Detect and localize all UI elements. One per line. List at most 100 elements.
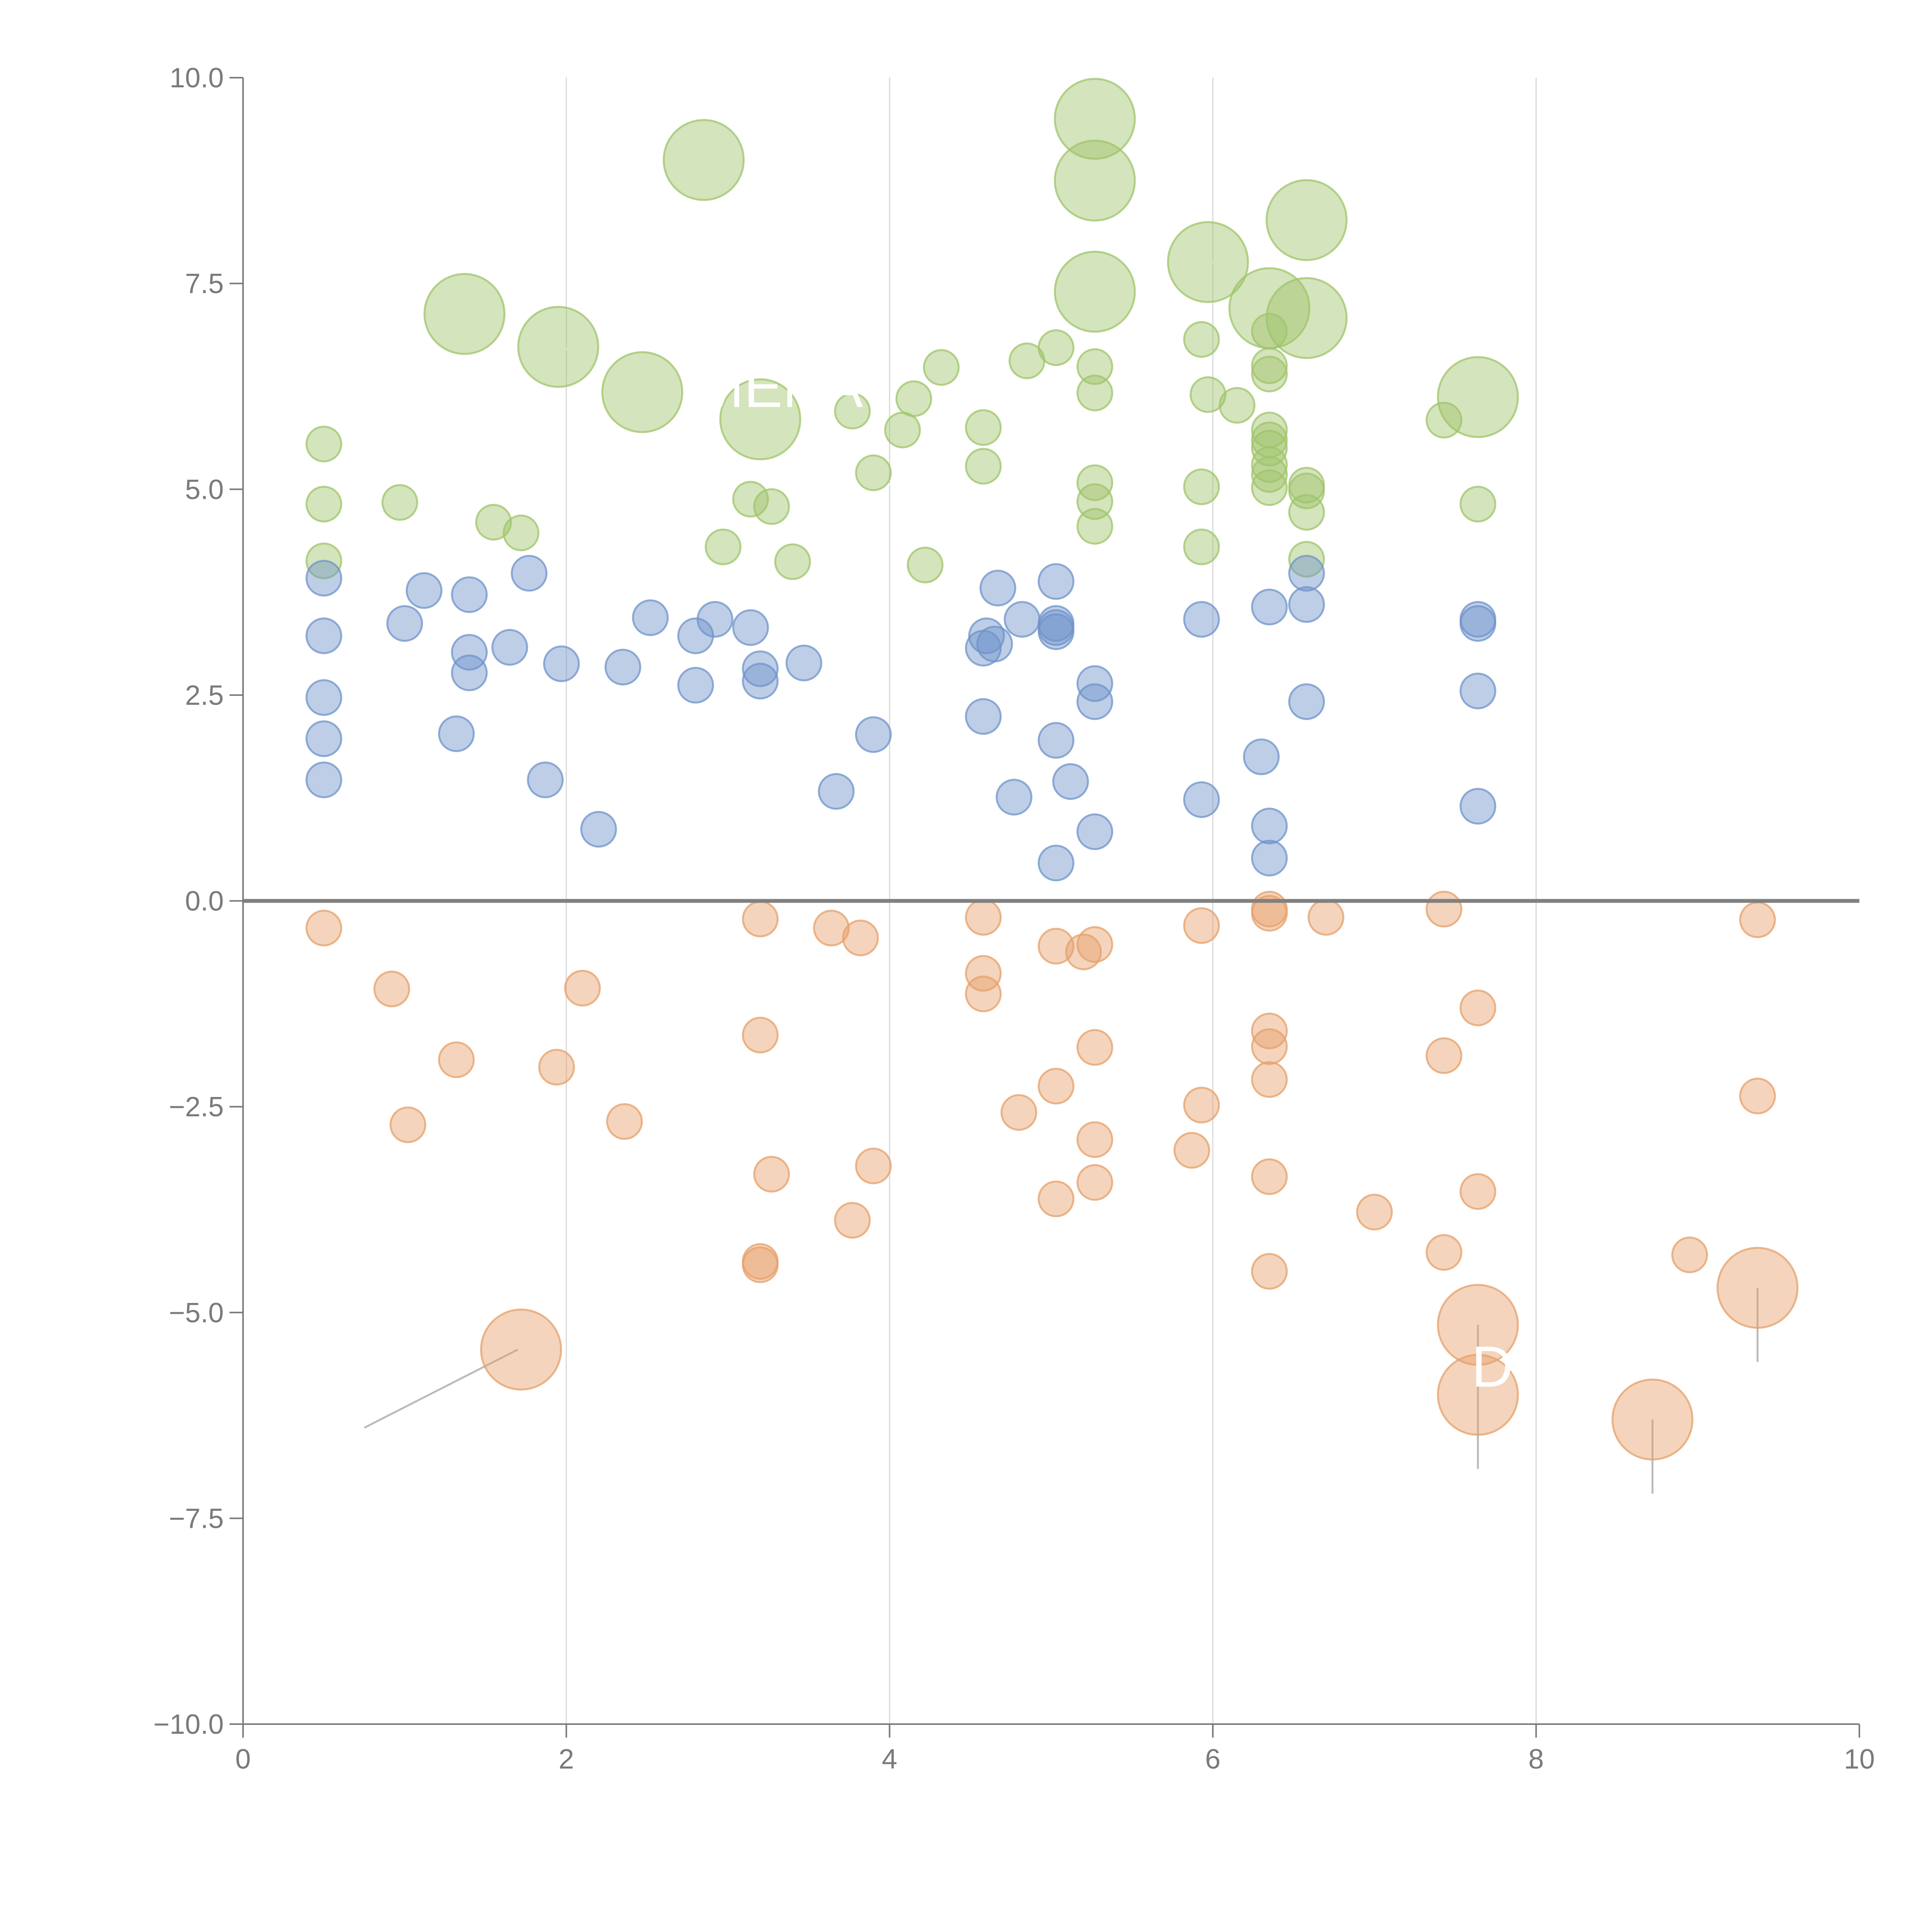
point-green — [1076, 464, 1113, 501]
point-green — [965, 409, 1002, 446]
point-orange — [1671, 1236, 1708, 1274]
point-orange — [1000, 1094, 1037, 1131]
connector-line — [464, 295, 486, 315]
y-tick-label: −5.0 — [169, 1298, 224, 1328]
point-blue — [543, 645, 580, 682]
point-orange — [1459, 989, 1497, 1026]
y-tick-label: 2.5 — [185, 680, 224, 711]
point-green — [834, 393, 871, 430]
point-green — [1459, 486, 1497, 523]
point-orange — [1716, 1247, 1799, 1329]
point-green — [1288, 494, 1325, 531]
point-green — [1054, 250, 1136, 333]
point-green — [855, 454, 892, 492]
y-tick-label: 10.0 — [170, 63, 224, 94]
point-green — [1425, 401, 1463, 439]
point-blue — [438, 715, 475, 752]
point-orange — [1251, 1012, 1288, 1049]
point-orange — [742, 1017, 779, 1054]
point-green — [1288, 541, 1325, 578]
point-orange — [1183, 1087, 1220, 1124]
point-orange — [1076, 1121, 1113, 1158]
point-blue — [451, 634, 488, 671]
point-orange — [1308, 899, 1345, 936]
point-orange — [1076, 1029, 1113, 1066]
point-blue — [979, 570, 1016, 607]
y-tick-label: 0.0 — [185, 886, 224, 917]
point-orange — [1425, 891, 1463, 928]
point-orange — [1425, 1037, 1463, 1074]
point-green — [1251, 469, 1288, 506]
annotation-label: D — [1471, 1334, 1513, 1399]
connector-line — [364, 1349, 519, 1429]
point-orange — [842, 919, 879, 956]
point-orange — [373, 970, 410, 1007]
connector-line — [1075, 109, 1095, 120]
point-blue — [1037, 844, 1075, 881]
point-orange — [1183, 907, 1220, 944]
point-green — [1076, 508, 1113, 545]
point-orange — [1037, 1068, 1075, 1105]
point-green — [774, 543, 811, 580]
point-green — [305, 425, 342, 463]
point-orange — [480, 1308, 562, 1391]
point-blue — [1037, 722, 1075, 759]
point-green — [517, 306, 599, 388]
point-orange — [1076, 1164, 1113, 1201]
point-orange — [965, 975, 1002, 1012]
point-green — [1183, 321, 1220, 358]
point-orange — [1611, 1378, 1694, 1461]
point-green — [704, 528, 742, 565]
y-tick-label: −10.0 — [153, 1709, 224, 1740]
point-orange — [1037, 928, 1075, 965]
connector-line — [1094, 163, 1124, 182]
point-blue — [451, 654, 488, 691]
axes: 10.0 7.5 5.0 2.5 0.0 −2.5 −5.0 −7.5 −10.0 0 2 4 6 8 10 — [153, 63, 1875, 1775]
connector-line — [1306, 307, 1339, 319]
x-tick-label: 6 — [1205, 1744, 1221, 1775]
data-points — [305, 78, 1799, 1461]
point-orange — [834, 1202, 871, 1239]
point-blue — [786, 645, 823, 682]
point-green — [1167, 221, 1249, 303]
point-green — [475, 503, 512, 541]
point-orange — [1251, 1158, 1288, 1195]
point-orange — [965, 899, 1002, 936]
point-blue — [1003, 601, 1041, 638]
point-blue — [732, 609, 769, 646]
point-green — [1251, 355, 1288, 393]
point-green — [906, 546, 944, 583]
point-orange — [753, 1156, 790, 1193]
connector-line — [1208, 261, 1237, 264]
point-orange — [1037, 1180, 1075, 1218]
point-green — [1265, 179, 1348, 261]
y-tick-label: 5.0 — [185, 474, 224, 505]
point-green — [305, 486, 342, 523]
point-green — [895, 380, 932, 417]
point-blue — [976, 626, 1013, 663]
point-green — [1288, 473, 1325, 510]
point-orange — [1437, 1284, 1519, 1366]
point-green — [1037, 329, 1075, 366]
point-orange — [1739, 901, 1776, 939]
point-orange — [1425, 1234, 1463, 1271]
point-green — [1076, 348, 1113, 385]
point-orange — [742, 1246, 779, 1283]
point-orange — [1356, 1194, 1393, 1231]
point-orange — [742, 900, 779, 937]
point-blue — [1251, 808, 1288, 845]
x-tick-label: 0 — [235, 1744, 251, 1775]
point-orange — [564, 969, 601, 1007]
point-blue — [386, 605, 423, 642]
point-green — [965, 448, 1002, 485]
point-blue — [305, 720, 342, 757]
point-green — [1183, 468, 1220, 505]
point-blue — [527, 761, 564, 798]
point-blue — [965, 698, 1002, 735]
point-blue — [742, 650, 779, 687]
point-blue — [1076, 813, 1113, 850]
annotation-label: MENA — [696, 354, 863, 419]
y-tick-label: −2.5 — [169, 1092, 224, 1122]
point-orange — [606, 1103, 643, 1140]
point-blue — [1288, 555, 1325, 592]
